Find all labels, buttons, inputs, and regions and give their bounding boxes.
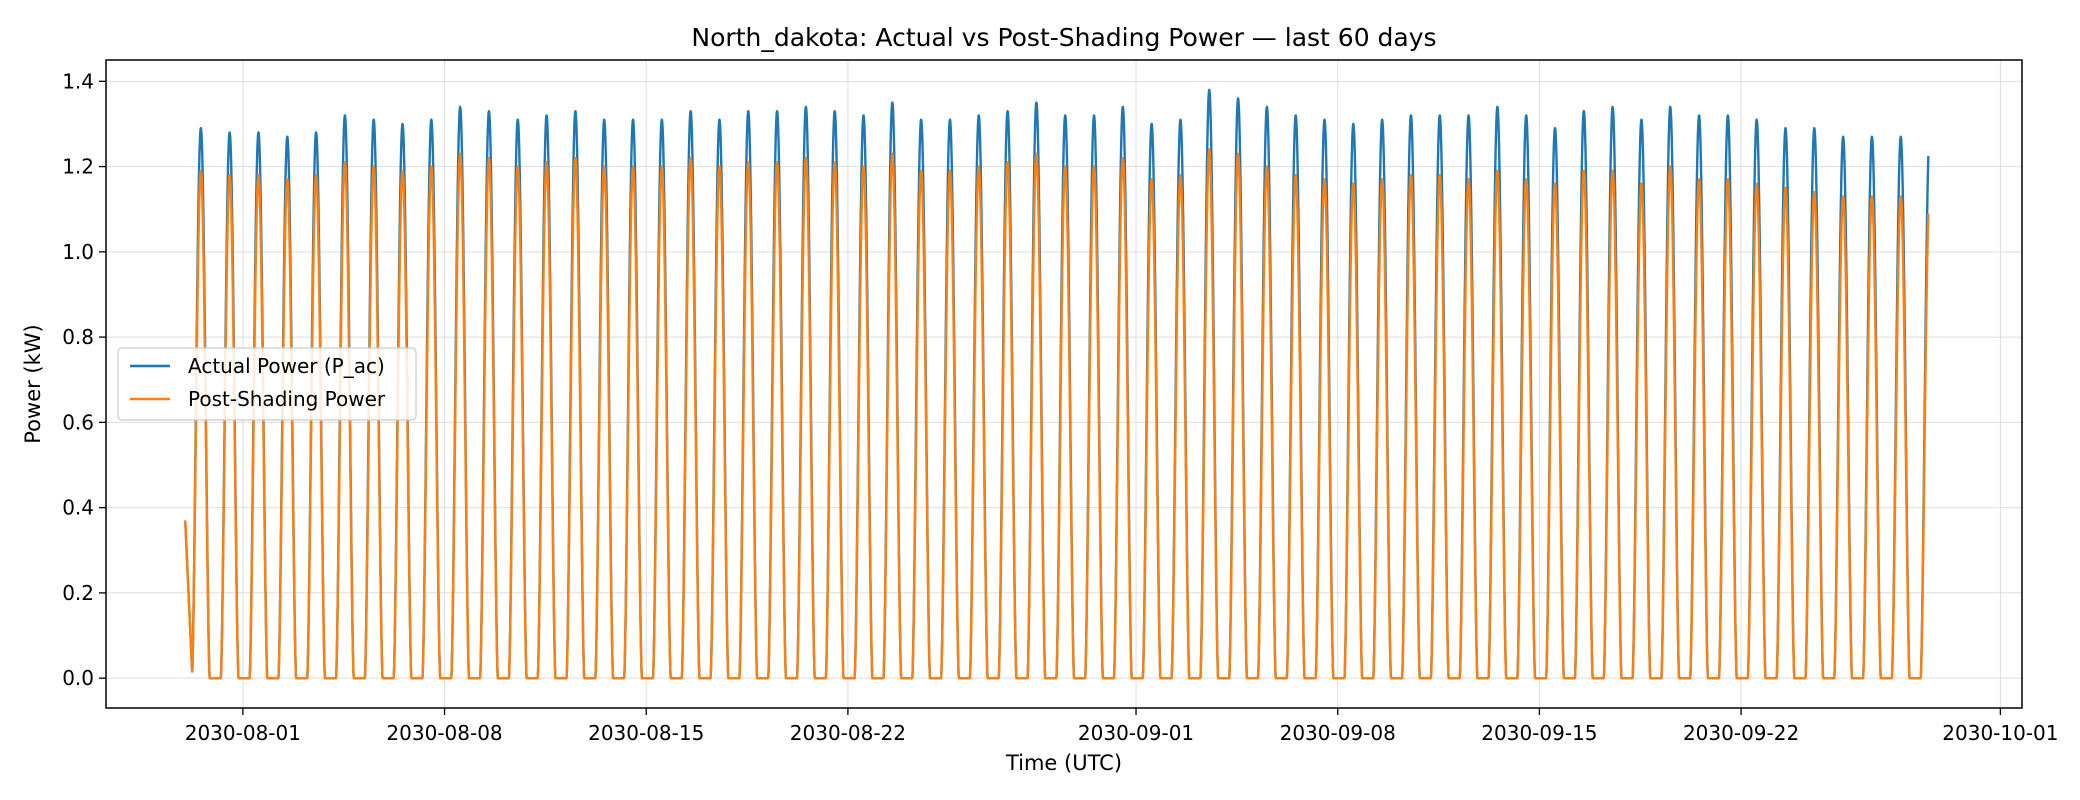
x-tick-label: 2030-09-15	[1481, 721, 1597, 745]
y-tick-label: 0.4	[62, 496, 94, 520]
series-layer	[184, 88, 1930, 680]
y-tick-label: 0.2	[62, 581, 94, 605]
legend-label-actual: Actual Power (P_ac)	[188, 354, 385, 378]
legend: Actual Power (P_ac) Post-Shading Power	[117, 347, 417, 421]
x-tick-label: 2030-09-22	[1683, 721, 1799, 745]
x-tick-label: 2030-08-15	[588, 721, 704, 745]
y-tick-label: 0.8	[62, 325, 94, 349]
x-tick-label: 2030-09-01	[1078, 721, 1194, 745]
chart-title: North_dakota: Actual vs Post-Shading Pow…	[691, 23, 1436, 52]
x-axis-label: Time (UTC)	[1005, 751, 1122, 775]
y-tick-label: 1.2	[62, 155, 94, 179]
x-tick-label: 2030-08-01	[185, 721, 301, 745]
x-tick-label: 2030-10-01	[1942, 721, 2058, 745]
y-tick-label: 0.0	[62, 666, 94, 690]
legend-label-post-shading: Post-Shading Power	[188, 387, 386, 411]
y-tick-label: 0.6	[62, 410, 94, 434]
x-tick-label: 2030-08-22	[790, 721, 906, 745]
x-tick-label: 2030-09-08	[1280, 721, 1396, 745]
x-tick-label: 2030-08-08	[386, 721, 502, 745]
y-tick-label: 1.0	[62, 240, 94, 264]
plot-frame	[105, 59, 2023, 709]
legend-box	[117, 347, 417, 421]
ticks: 0.0 0.2 0.4 0.6 0.8 1.0 1.2 1.4 2030-08-01 2030-0…	[62, 69, 2058, 745]
series-line-post-shading	[184, 148, 1930, 680]
y-tick-label: 1.4	[62, 69, 94, 93]
y-axis-label: Power (kW)	[21, 324, 45, 443]
